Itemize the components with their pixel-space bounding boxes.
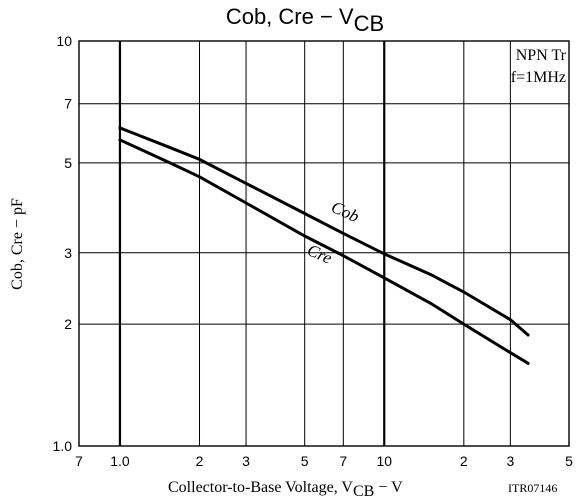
x-tick-label: 2 <box>196 453 204 469</box>
figure-code: ITR07146 <box>508 481 557 495</box>
chart-title: Cob, Cre − VCB <box>226 4 384 36</box>
y-tick-label: 5 <box>64 155 72 171</box>
curve-cre <box>118 138 530 365</box>
y-tick-label: 2 <box>64 316 72 332</box>
x-tick-label: 3 <box>242 453 250 469</box>
x-axis-label-unit: − V <box>374 479 403 496</box>
x-tick-labels: 7 1.0 2 3 5 7 10 2 3 5 <box>75 453 573 469</box>
x-tick-label: 1.0 <box>110 453 130 469</box>
x-tick-label: 3 <box>506 453 514 469</box>
annotation-freq: f=1MHz <box>511 69 566 86</box>
x-tick-label: 7 <box>339 453 347 469</box>
x-tick-label: 7 <box>75 453 83 469</box>
plot-frame <box>78 40 570 447</box>
x-tick-label: 10 <box>376 453 392 469</box>
y-axis-label: Cob, Cre − pF <box>9 198 26 290</box>
curves <box>118 126 530 365</box>
curve-cob <box>118 126 530 337</box>
y-tick-label: 3 <box>64 245 72 261</box>
y-tick-label: 1.0 <box>53 438 73 454</box>
y-tick-label: 10 <box>56 33 72 49</box>
chart-title-sub: CB <box>354 11 385 36</box>
x-axis-label-sub: CB <box>353 483 374 500</box>
chart-title-main: Cob, Cre − V <box>226 4 354 29</box>
y-tick-labels: 1.0 2 3 5 7 10 <box>53 33 73 454</box>
label-cre: Cre <box>304 240 335 268</box>
grid-lines <box>79 41 569 446</box>
x-axis-label: Collector-to-Base Voltage, VCB − V <box>168 479 403 500</box>
y-tick-label: 7 <box>64 96 72 112</box>
x-tick-label: 5 <box>565 453 573 469</box>
x-axis-label-main: Collector-to-Base Voltage, V <box>168 479 353 496</box>
x-tick-label: 2 <box>460 453 468 469</box>
x-tick-label: 5 <box>301 453 309 469</box>
annotation-npn: NPN Tr <box>516 47 567 64</box>
label-cob: Cob <box>328 197 362 226</box>
